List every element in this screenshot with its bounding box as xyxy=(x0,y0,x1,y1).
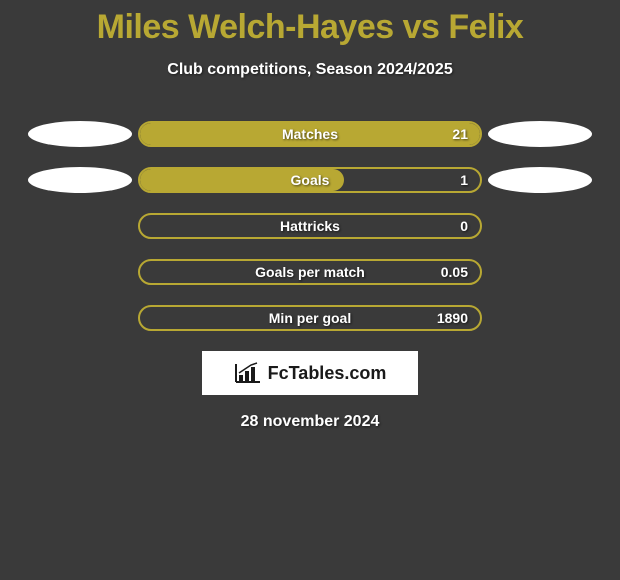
stat-row-matches: Matches 21 xyxy=(0,121,620,147)
logo-text: FcTables.com xyxy=(268,363,387,384)
stat-label: Hattricks xyxy=(280,218,340,234)
page-title: Miles Welch-Hayes vs Felix xyxy=(0,8,620,47)
stat-row-hattricks: Hattricks 0 xyxy=(0,213,620,239)
right-ellipse xyxy=(488,121,592,147)
infographic-container: Miles Welch-Hayes vs Felix Club competit… xyxy=(0,0,620,431)
bar-chart-icon xyxy=(234,362,262,384)
stat-label: Min per goal xyxy=(269,310,351,326)
right-ellipse xyxy=(488,167,592,193)
page-subtitle: Club competitions, Season 2024/2025 xyxy=(0,61,620,79)
stat-label: Goals per match xyxy=(255,264,365,280)
logo-box: FcTables.com xyxy=(202,351,418,395)
stat-label: Goals xyxy=(291,172,330,188)
stat-label: Matches xyxy=(282,126,338,142)
logo: FcTables.com xyxy=(234,362,387,384)
stat-value: 1890 xyxy=(437,310,468,326)
stats-block: Matches 21 Goals 1 Hattricks 0 xyxy=(0,121,620,331)
stat-value: 0.05 xyxy=(441,264,468,280)
stat-value: 0 xyxy=(460,218,468,234)
stat-bar: Min per goal 1890 xyxy=(138,305,482,331)
stat-value: 21 xyxy=(452,126,468,142)
stat-row-goals-per-match: Goals per match 0.05 xyxy=(0,259,620,285)
footer-date: 28 november 2024 xyxy=(0,413,620,431)
stat-row-goals: Goals 1 xyxy=(0,167,620,193)
stat-bar: Hattricks 0 xyxy=(138,213,482,239)
stat-row-min-per-goal: Min per goal 1890 xyxy=(0,305,620,331)
stat-bar: Goals per match 0.05 xyxy=(138,259,482,285)
left-ellipse xyxy=(28,167,132,193)
stat-bar: Goals 1 xyxy=(138,167,482,193)
stat-value: 1 xyxy=(460,172,468,188)
left-ellipse xyxy=(28,121,132,147)
stat-bar: Matches 21 xyxy=(138,121,482,147)
